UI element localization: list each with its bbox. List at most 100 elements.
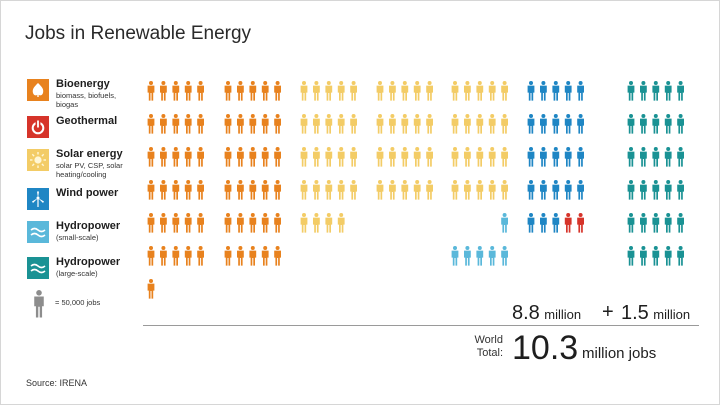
person-icon-bioenergy [172,180,180,200]
sun-icon [27,149,49,171]
person-icon-bioenergy [224,213,232,233]
person-icon-hydropower-small-scale [501,246,508,266]
person-icon-wind-power [577,81,584,101]
subtotal-b-unit: million [653,307,691,322]
person-icon-solar-energy [476,147,484,167]
person-icon-solar-energy [337,213,345,233]
person-icon-solar-energy [300,114,308,134]
person-icon-solar-energy [451,147,459,167]
legend-label: Wind power [56,187,119,199]
person-icon-geothermal [577,213,584,233]
person-icon-solar-energy [451,114,459,134]
person-icon-solar-energy [488,81,496,101]
person-icon-hydropower-small-scale [501,213,508,233]
person-icon-solar-energy [313,81,320,101]
person-icon-solar-energy [313,213,320,233]
person-icon-hydropower-large-scale [627,246,635,266]
person-icon-bioenergy [249,180,257,200]
person-icon-hydropower-large-scale [627,81,635,101]
person-icon-wind-power [540,147,547,167]
person-icon-hydropower-small-scale [451,246,459,266]
person-icon-hydropower-large-scale [640,147,647,167]
person-icon-bioenergy [172,246,180,266]
person-icon-wind-power [564,81,572,101]
person-icon-bioenergy [237,81,244,101]
person-icon-wind-power [527,147,535,167]
person-icon-solar-energy [325,180,333,200]
person-icon-solar-energy [464,147,471,167]
person-icon-hydropower-large-scale [640,246,647,266]
person-icon-solar-energy [426,81,433,101]
person-icon-hydropower-large-scale [677,81,684,101]
person-icon-hydropower-large-scale [640,213,647,233]
person-icon-solar-energy [451,180,459,200]
person-icon-wind-power [552,147,560,167]
person-icon-solar-energy [300,147,308,167]
wave-icon [27,221,49,243]
person-icon-solar-energy [401,81,409,101]
person-icon-hydropower-large-scale [664,180,672,200]
world-total-unit: million jobs [582,345,657,362]
person-icon-bioenergy [237,246,244,266]
person-icon-solar-energy [325,147,333,167]
person-icon-bioenergy [184,213,192,233]
person-icon-bioenergy [184,246,192,266]
person-icon-bioenergy [237,147,244,167]
person-icon-bioenergy [184,114,192,134]
person-icon-solar-energy [337,114,345,134]
person-icon-bioenergy [249,114,257,134]
person-icon-bioenergy [197,213,204,233]
person-icon-hydropower-large-scale [677,180,684,200]
world-label-line1: World [474,334,503,346]
subtotal-8-8: 8.8 million [512,302,581,325]
person-icon-hydropower-small-scale [464,246,471,266]
person-icon-bioenergy [261,246,269,266]
subtotal-a-value: 8.8 [512,302,540,324]
person-icon-solar-energy [313,180,320,200]
person-icon-solar-energy [313,114,320,134]
person-icon-solar-energy [350,147,357,167]
person-icon-bioenergy [160,114,167,134]
person-icon-hydropower-large-scale [640,114,647,134]
person-icon-wind-power [540,114,547,134]
world-total-value: 10.3 [512,329,579,367]
person-icon-solar-energy [389,147,396,167]
person-icon-bioenergy [184,147,192,167]
person-icon-hydropower-large-scale [627,180,635,200]
person-icon-bioenergy [172,213,180,233]
legend-sublabel: (large-scale) [56,269,98,278]
person-icon-bioenergy [261,180,269,200]
world-total-label: World Total: [468,334,503,360]
person-icon-geothermal [564,213,572,233]
person-icon-bioenergy [147,114,155,134]
person-icon-hydropower-large-scale [664,213,672,233]
person-icon-hydropower-small-scale [476,246,484,266]
person-icon-wind-power [564,147,572,167]
person-icon-hydropower-large-scale [640,81,647,101]
person-icon-wind-power [540,180,547,200]
legend-label: Hydropower [56,220,121,232]
person-icon-bioenergy [274,246,281,266]
person-icon-bioenergy [172,81,180,101]
person-icon-solar-energy [464,81,471,101]
legend-sublabel: solar PV, CSP, solar heating/cooling [56,161,123,179]
person-icon-solar-energy [350,81,357,101]
person-icon-hydropower-large-scale [652,213,660,233]
legend-label: Hydropower [56,256,121,268]
person-icon-solar-energy [488,114,496,134]
scale-label: = 50,000 jobs [55,298,101,307]
plus-sign: + [602,301,614,323]
person-icon-solar-energy [401,114,409,134]
person-icon-solar-energy [337,147,345,167]
person-icon-hydropower-large-scale [652,147,660,167]
person-icon-bioenergy [224,81,232,101]
power-icon [27,116,49,138]
person-icon-bioenergy [274,114,281,134]
person-icon-bioenergy [274,180,281,200]
person-icon-solar-energy [376,180,384,200]
person-icon-bioenergy [184,81,192,101]
person-icon-bioenergy [224,180,232,200]
person-icon-wind-power [577,114,584,134]
person-icon-bioenergy [261,81,269,101]
person-icon-bioenergy [160,246,167,266]
